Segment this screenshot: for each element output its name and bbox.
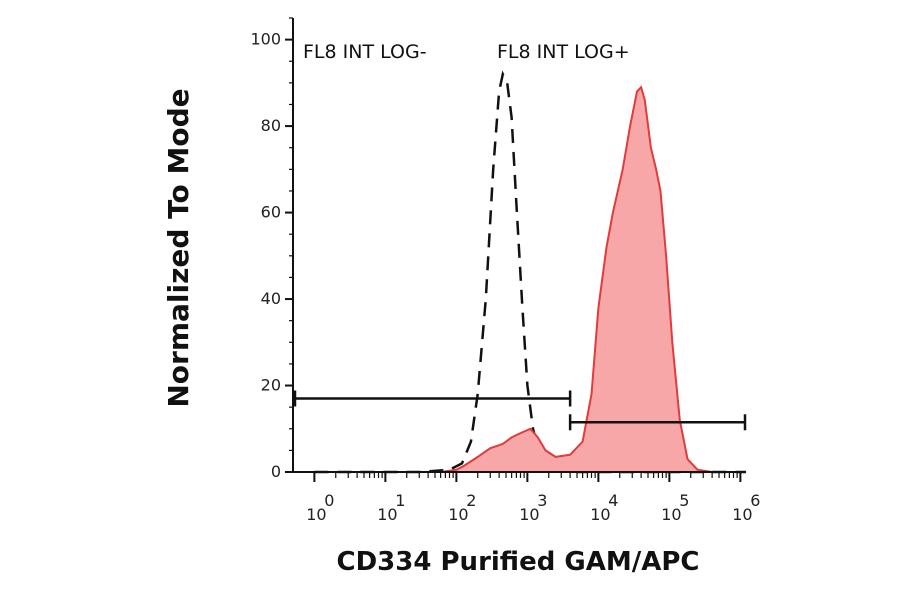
- x-tick-label-4: 10: [590, 505, 610, 524]
- x-tick-exponent-3: 3: [537, 491, 547, 510]
- x-tick-label-5: 10: [661, 505, 681, 524]
- x-tick-exponent-2: 2: [466, 491, 476, 510]
- x-tick-label-1: 10: [377, 505, 397, 524]
- x-tick-exponent-1: 1: [395, 491, 405, 510]
- x-tick-exponent-4: 4: [608, 491, 618, 510]
- y-tick-label-80: 80: [261, 116, 281, 135]
- series-0-line: [314, 70, 746, 474]
- x-tick-label-6: 10: [732, 505, 752, 524]
- y-axis-label: Normalized To Mode: [162, 88, 195, 407]
- x-tick-label-3: 10: [519, 505, 539, 524]
- gate-1-label: FL8 INT LOG+: [497, 41, 630, 63]
- series-1-line: [314, 85, 746, 473]
- x-tick-label-2: 10: [448, 505, 468, 524]
- x-tick-exponent-0: 0: [324, 491, 334, 510]
- x-tick-label-0: 10: [306, 505, 326, 524]
- y-tick-label-20: 20: [261, 376, 281, 395]
- x-tick-exponent-5: 5: [679, 491, 689, 510]
- series-1-area: [314, 87, 746, 472]
- gate-0-label: FL8 INT LOG-: [303, 41, 427, 63]
- y-tick-label-60: 60: [261, 203, 281, 222]
- y-tick-label-0: 0: [271, 462, 281, 481]
- y-tick-label-100: 100: [250, 30, 281, 49]
- y-tick-label-40: 40: [261, 289, 281, 308]
- x-tick-exponent-6: 6: [750, 491, 760, 510]
- x-axis-label: CD334 Purified GAM/APC: [337, 547, 700, 577]
